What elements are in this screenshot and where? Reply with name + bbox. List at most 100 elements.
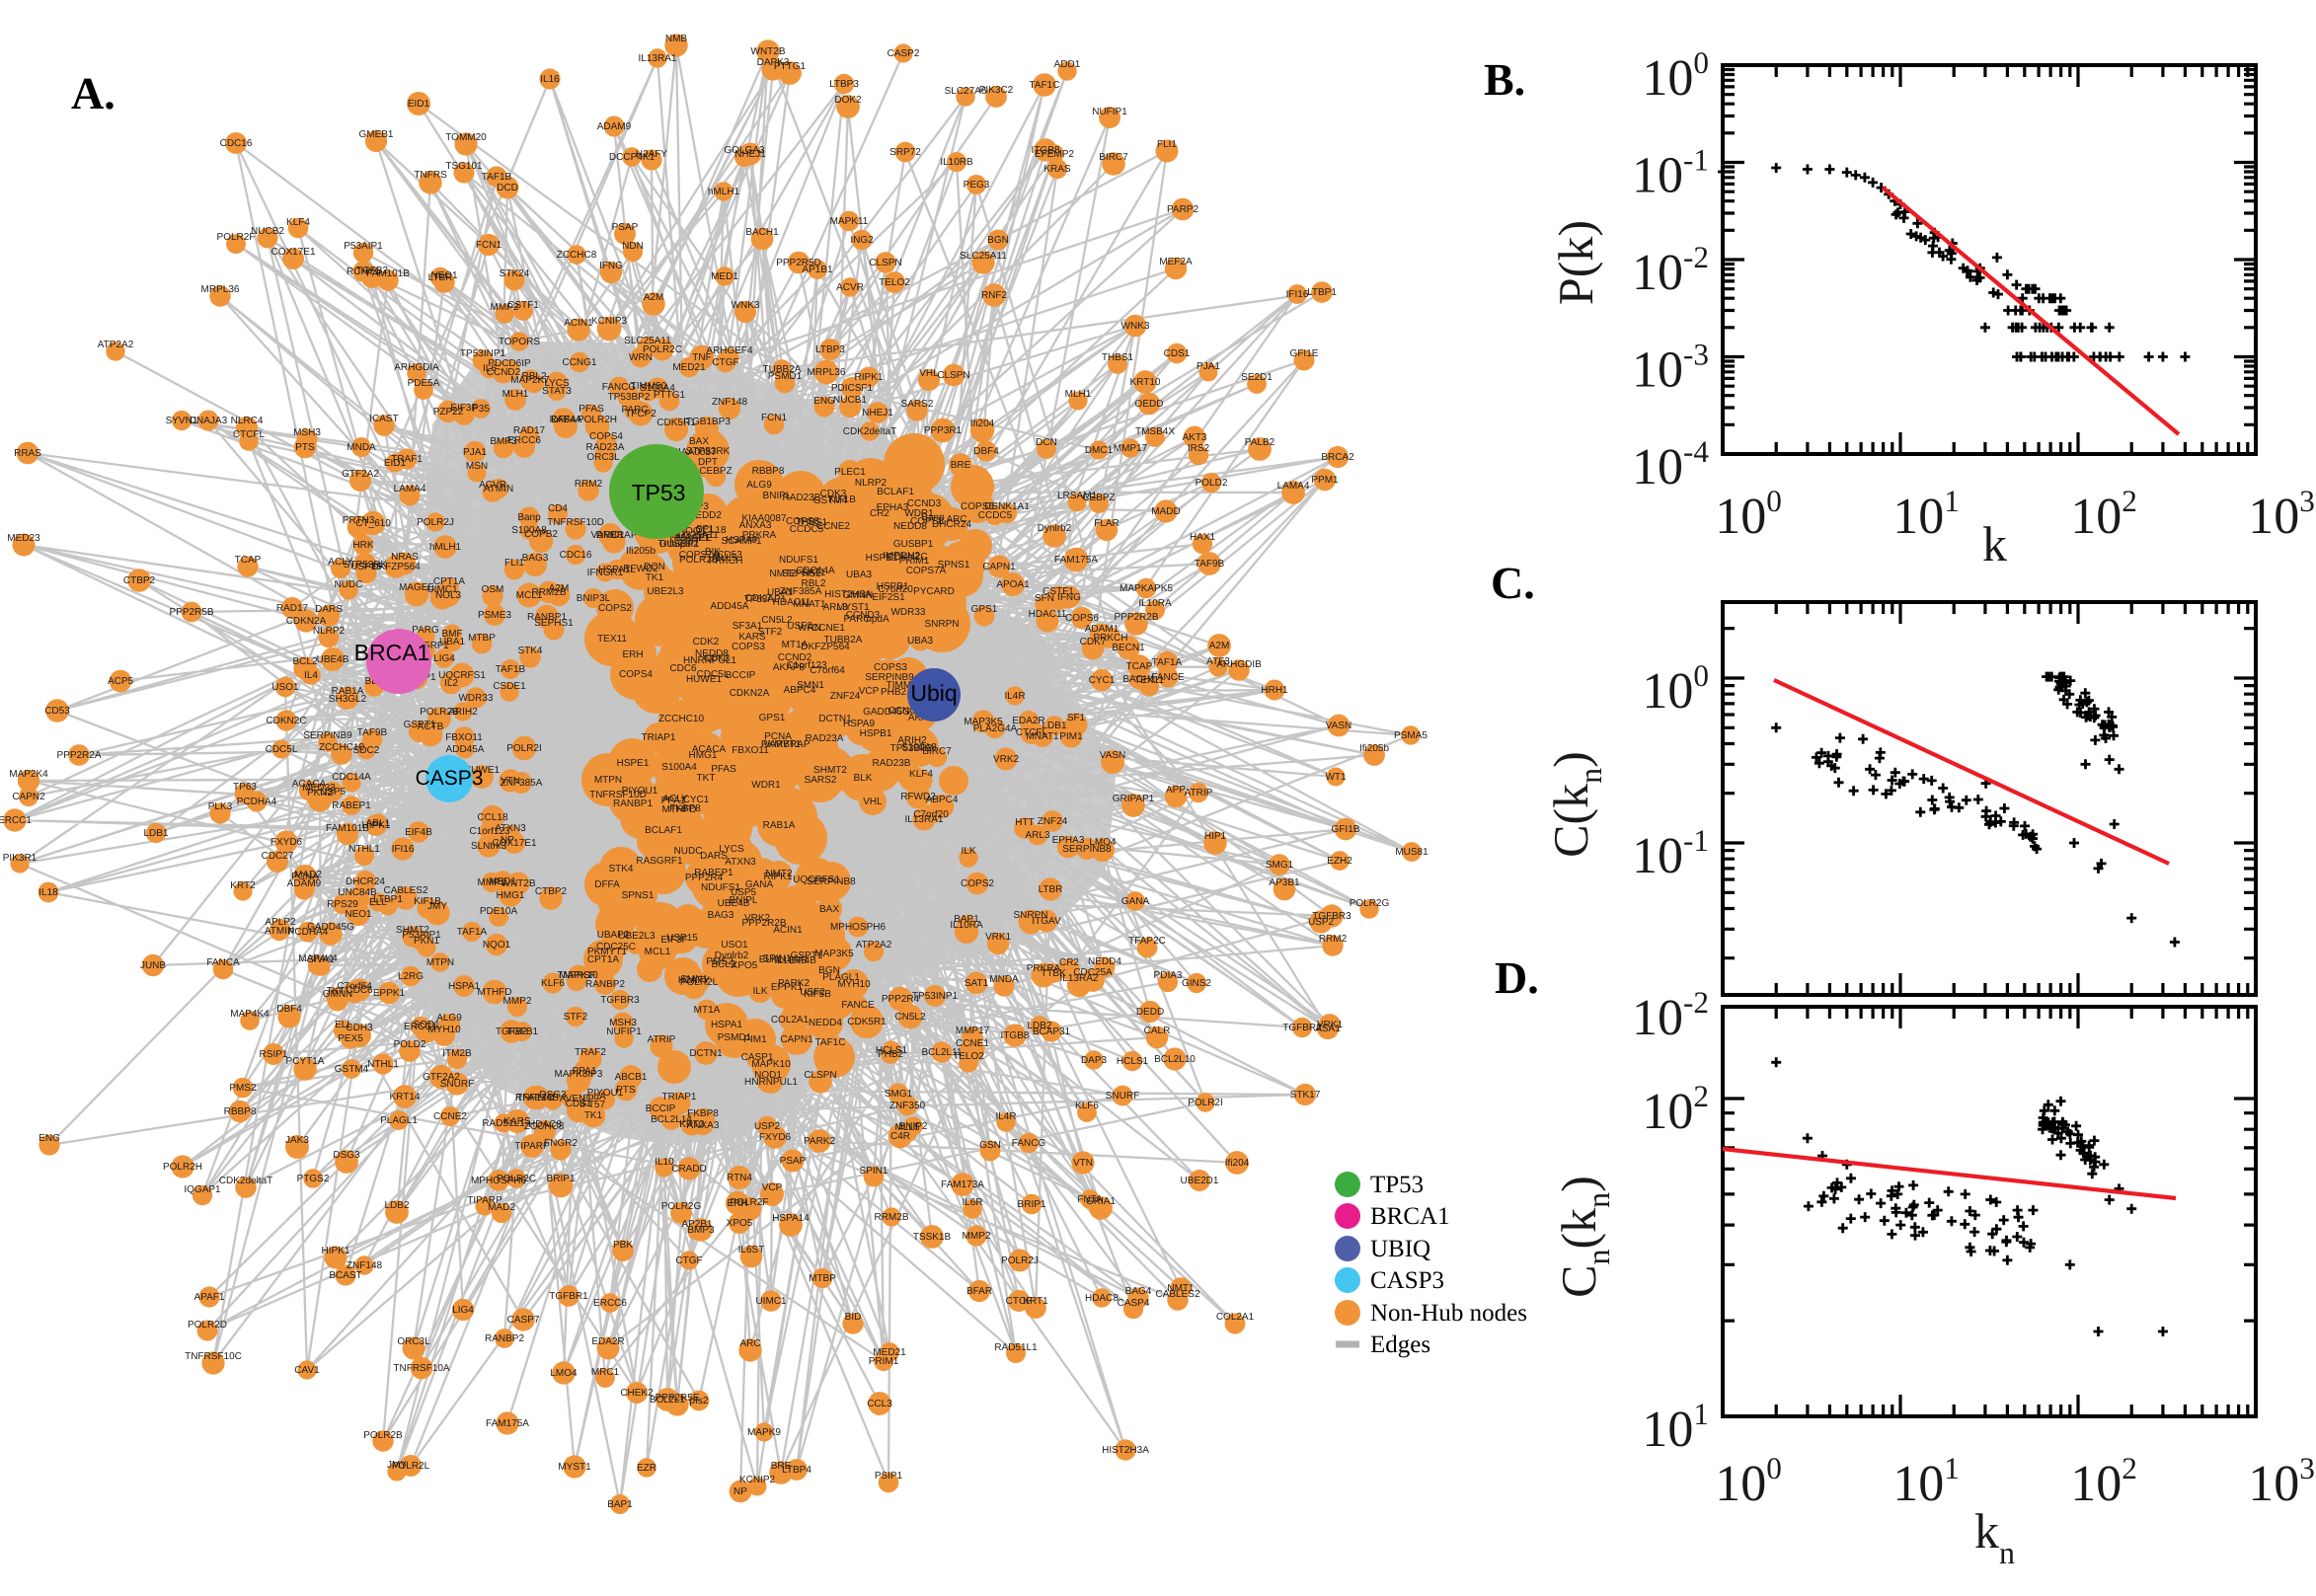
svg-text:VCP: VCP xyxy=(762,1182,783,1193)
svg-text:CDC16: CDC16 xyxy=(220,138,253,149)
svg-text:IMPDH2: IMPDH2 xyxy=(883,551,920,562)
svg-text:PKN1: PKN1 xyxy=(414,936,440,947)
svg-text:Dynlrb2: Dynlrb2 xyxy=(1038,523,1072,534)
svg-text:MYH10: MYH10 xyxy=(837,979,871,990)
svg-text:RNF144B: RNF144B xyxy=(515,1093,559,1103)
svg-text:UIMC1: UIMC1 xyxy=(426,584,458,595)
svg-text:PSAP: PSAP xyxy=(780,1156,807,1167)
svg-text:ZNF24: ZNF24 xyxy=(830,691,861,702)
svg-text:PPP2R2A: PPP2R2A xyxy=(56,750,101,761)
svg-text:SPNS1: SPNS1 xyxy=(938,560,970,570)
svg-text:ZNF24: ZNF24 xyxy=(1038,816,1068,827)
svg-text:STF2: STF2 xyxy=(758,627,783,638)
svg-text:RASGRF1: RASGRF1 xyxy=(636,856,683,867)
svg-text:PIM1: PIM1 xyxy=(743,1034,767,1045)
svg-text:KLF4: KLF4 xyxy=(909,769,933,780)
svg-text:BCL2L11: BCL2L11 xyxy=(922,1047,963,1058)
svg-text:RAD23B: RAD23B xyxy=(873,758,911,769)
svg-text:PRKCH: PRKCH xyxy=(1093,633,1127,644)
svg-text:GRIPAP1: GRIPAP1 xyxy=(1113,794,1155,804)
svg-text:KCNIP2: KCNIP2 xyxy=(739,1475,776,1485)
svg-text:TK1: TK1 xyxy=(646,572,664,583)
svg-text:PLK3: PLK3 xyxy=(208,801,233,812)
svg-text:ACIN1: ACIN1 xyxy=(773,925,803,936)
svg-text:PHB2: PHB2 xyxy=(881,687,907,698)
svg-text:PLAGL1: PLAGL1 xyxy=(822,972,860,983)
svg-text:IL13RA1: IL13RA1 xyxy=(639,53,677,64)
svg-text:TNFRSF10D: TNFRSF10D xyxy=(547,517,604,528)
svg-text:C7orf64: C7orf64 xyxy=(337,981,372,992)
svg-text:MYH10: MYH10 xyxy=(427,1025,461,1035)
svg-text:CTCFL: CTCFL xyxy=(233,429,266,440)
svg-text:COPS7A: COPS7A xyxy=(906,566,947,576)
svg-text:KRT2: KRT2 xyxy=(230,880,256,891)
svg-text:PPP2R2B: PPP2R2B xyxy=(1114,612,1158,623)
svg-text:EPPK1: EPPK1 xyxy=(373,988,406,999)
svg-text:LDB2: LDB2 xyxy=(1027,1021,1051,1031)
svg-text:Ifi204: Ifi204 xyxy=(1225,1158,1250,1169)
svg-text:ZNF148: ZNF148 xyxy=(347,1260,383,1271)
svg-text:ARL3: ARL3 xyxy=(1025,830,1049,841)
svg-text:P53AIP1: P53AIP1 xyxy=(402,930,441,941)
svg-text:HSPB1: HSPB1 xyxy=(860,728,892,739)
svg-text:10-3: 10-3 xyxy=(1632,338,1709,399)
svg-text:CDC16: CDC16 xyxy=(560,550,592,561)
svg-text:ITGB1BP3: ITGB1BP3 xyxy=(683,417,731,427)
svg-text:NOD1: NOD1 xyxy=(754,1070,782,1081)
svg-text:VRK1: VRK1 xyxy=(1317,1020,1344,1030)
svg-text:IL10RA: IL10RA xyxy=(950,920,983,931)
svg-text:NEDD8: NEDD8 xyxy=(695,648,729,659)
svg-text:C.: C. xyxy=(1491,558,1535,608)
svg-text:STP53RK: STP53RK xyxy=(344,560,388,570)
svg-text:AKAP8: AKAP8 xyxy=(773,662,806,673)
svg-text:STK4: STK4 xyxy=(517,646,542,656)
svg-text:MMP2: MMP2 xyxy=(963,1231,991,1242)
svg-text:MMP17: MMP17 xyxy=(1114,443,1148,454)
svg-text:PARK2: PARK2 xyxy=(804,1136,835,1147)
svg-text:TCAP: TCAP xyxy=(235,555,262,566)
svg-text:PRKCH: PRKCH xyxy=(708,556,742,567)
svg-text:LIG4: LIG4 xyxy=(452,1305,474,1316)
svg-text:ABCB1: ABCB1 xyxy=(615,1072,648,1083)
svg-text:HSPA1: HSPA1 xyxy=(448,981,480,992)
svg-text:TP53INP1: TP53INP1 xyxy=(912,991,959,1002)
svg-text:KARS: KARS xyxy=(503,1116,531,1127)
svg-text:CCND2: CCND2 xyxy=(487,367,521,378)
svg-text:DFFA: DFFA xyxy=(551,415,577,425)
svg-text:TNFRSF: TNFRSF xyxy=(557,970,595,981)
svg-text:UQCRFS1: UQCRFS1 xyxy=(438,670,486,681)
svg-text:IL4R: IL4R xyxy=(1004,691,1025,702)
svg-text:HCLS1: HCLS1 xyxy=(1117,1056,1149,1067)
svg-text:ZCCHC8: ZCCHC8 xyxy=(524,1121,565,1132)
svg-text:ZNF385A: ZNF385A xyxy=(780,586,822,597)
svg-text:ATRIP: ATRIP xyxy=(1185,788,1213,798)
svg-text:LYCS: LYCS xyxy=(719,844,744,855)
svg-text:JAK3: JAK3 xyxy=(285,1135,309,1146)
svg-text:TMSB4X: TMSB4X xyxy=(1135,426,1175,437)
svg-text:HSPA9: HSPA9 xyxy=(726,535,757,546)
svg-text:SAT1: SAT1 xyxy=(965,978,989,989)
svg-text:USP2: USP2 xyxy=(754,1121,781,1132)
svg-text:NUDC: NUDC xyxy=(335,579,363,590)
svg-text:RAD51L1: RAD51L1 xyxy=(482,1118,525,1129)
svg-text:SFN: SFN xyxy=(1035,593,1054,604)
svg-text:KIAA0087: KIAA0087 xyxy=(671,447,716,458)
svg-text:HTT: HTT xyxy=(1015,817,1034,828)
svg-text:LAMA4: LAMA4 xyxy=(1277,481,1310,492)
svg-text:UBIQ: UBIQ xyxy=(1370,1236,1430,1262)
svg-text:EPPK1: EPPK1 xyxy=(771,982,804,993)
svg-text:CCNG1: CCNG1 xyxy=(562,357,596,368)
svg-text:IQGAP1: IQGAP1 xyxy=(184,1184,221,1195)
svg-text:UBE4B: UBE4B xyxy=(718,898,750,909)
svg-text:DARS: DARS xyxy=(700,851,728,862)
svg-text:EFEMP2: EFEMP2 xyxy=(1035,149,1074,160)
svg-text:GPS1: GPS1 xyxy=(759,713,786,723)
svg-text:EIF2S1: EIF2S1 xyxy=(872,592,905,603)
svg-text:SERPINB8: SERPINB8 xyxy=(807,876,856,887)
svg-text:CDS1: CDS1 xyxy=(1164,348,1191,359)
svg-text:MAP3K5: MAP3K5 xyxy=(814,949,854,959)
svg-text:PARG: PARG xyxy=(412,625,439,636)
svg-text:RIPK1: RIPK1 xyxy=(764,872,793,882)
svg-text:VARBRAP: VARBRAP xyxy=(590,530,637,541)
svg-text:PPP2R5B: PPP2R5B xyxy=(169,607,213,618)
